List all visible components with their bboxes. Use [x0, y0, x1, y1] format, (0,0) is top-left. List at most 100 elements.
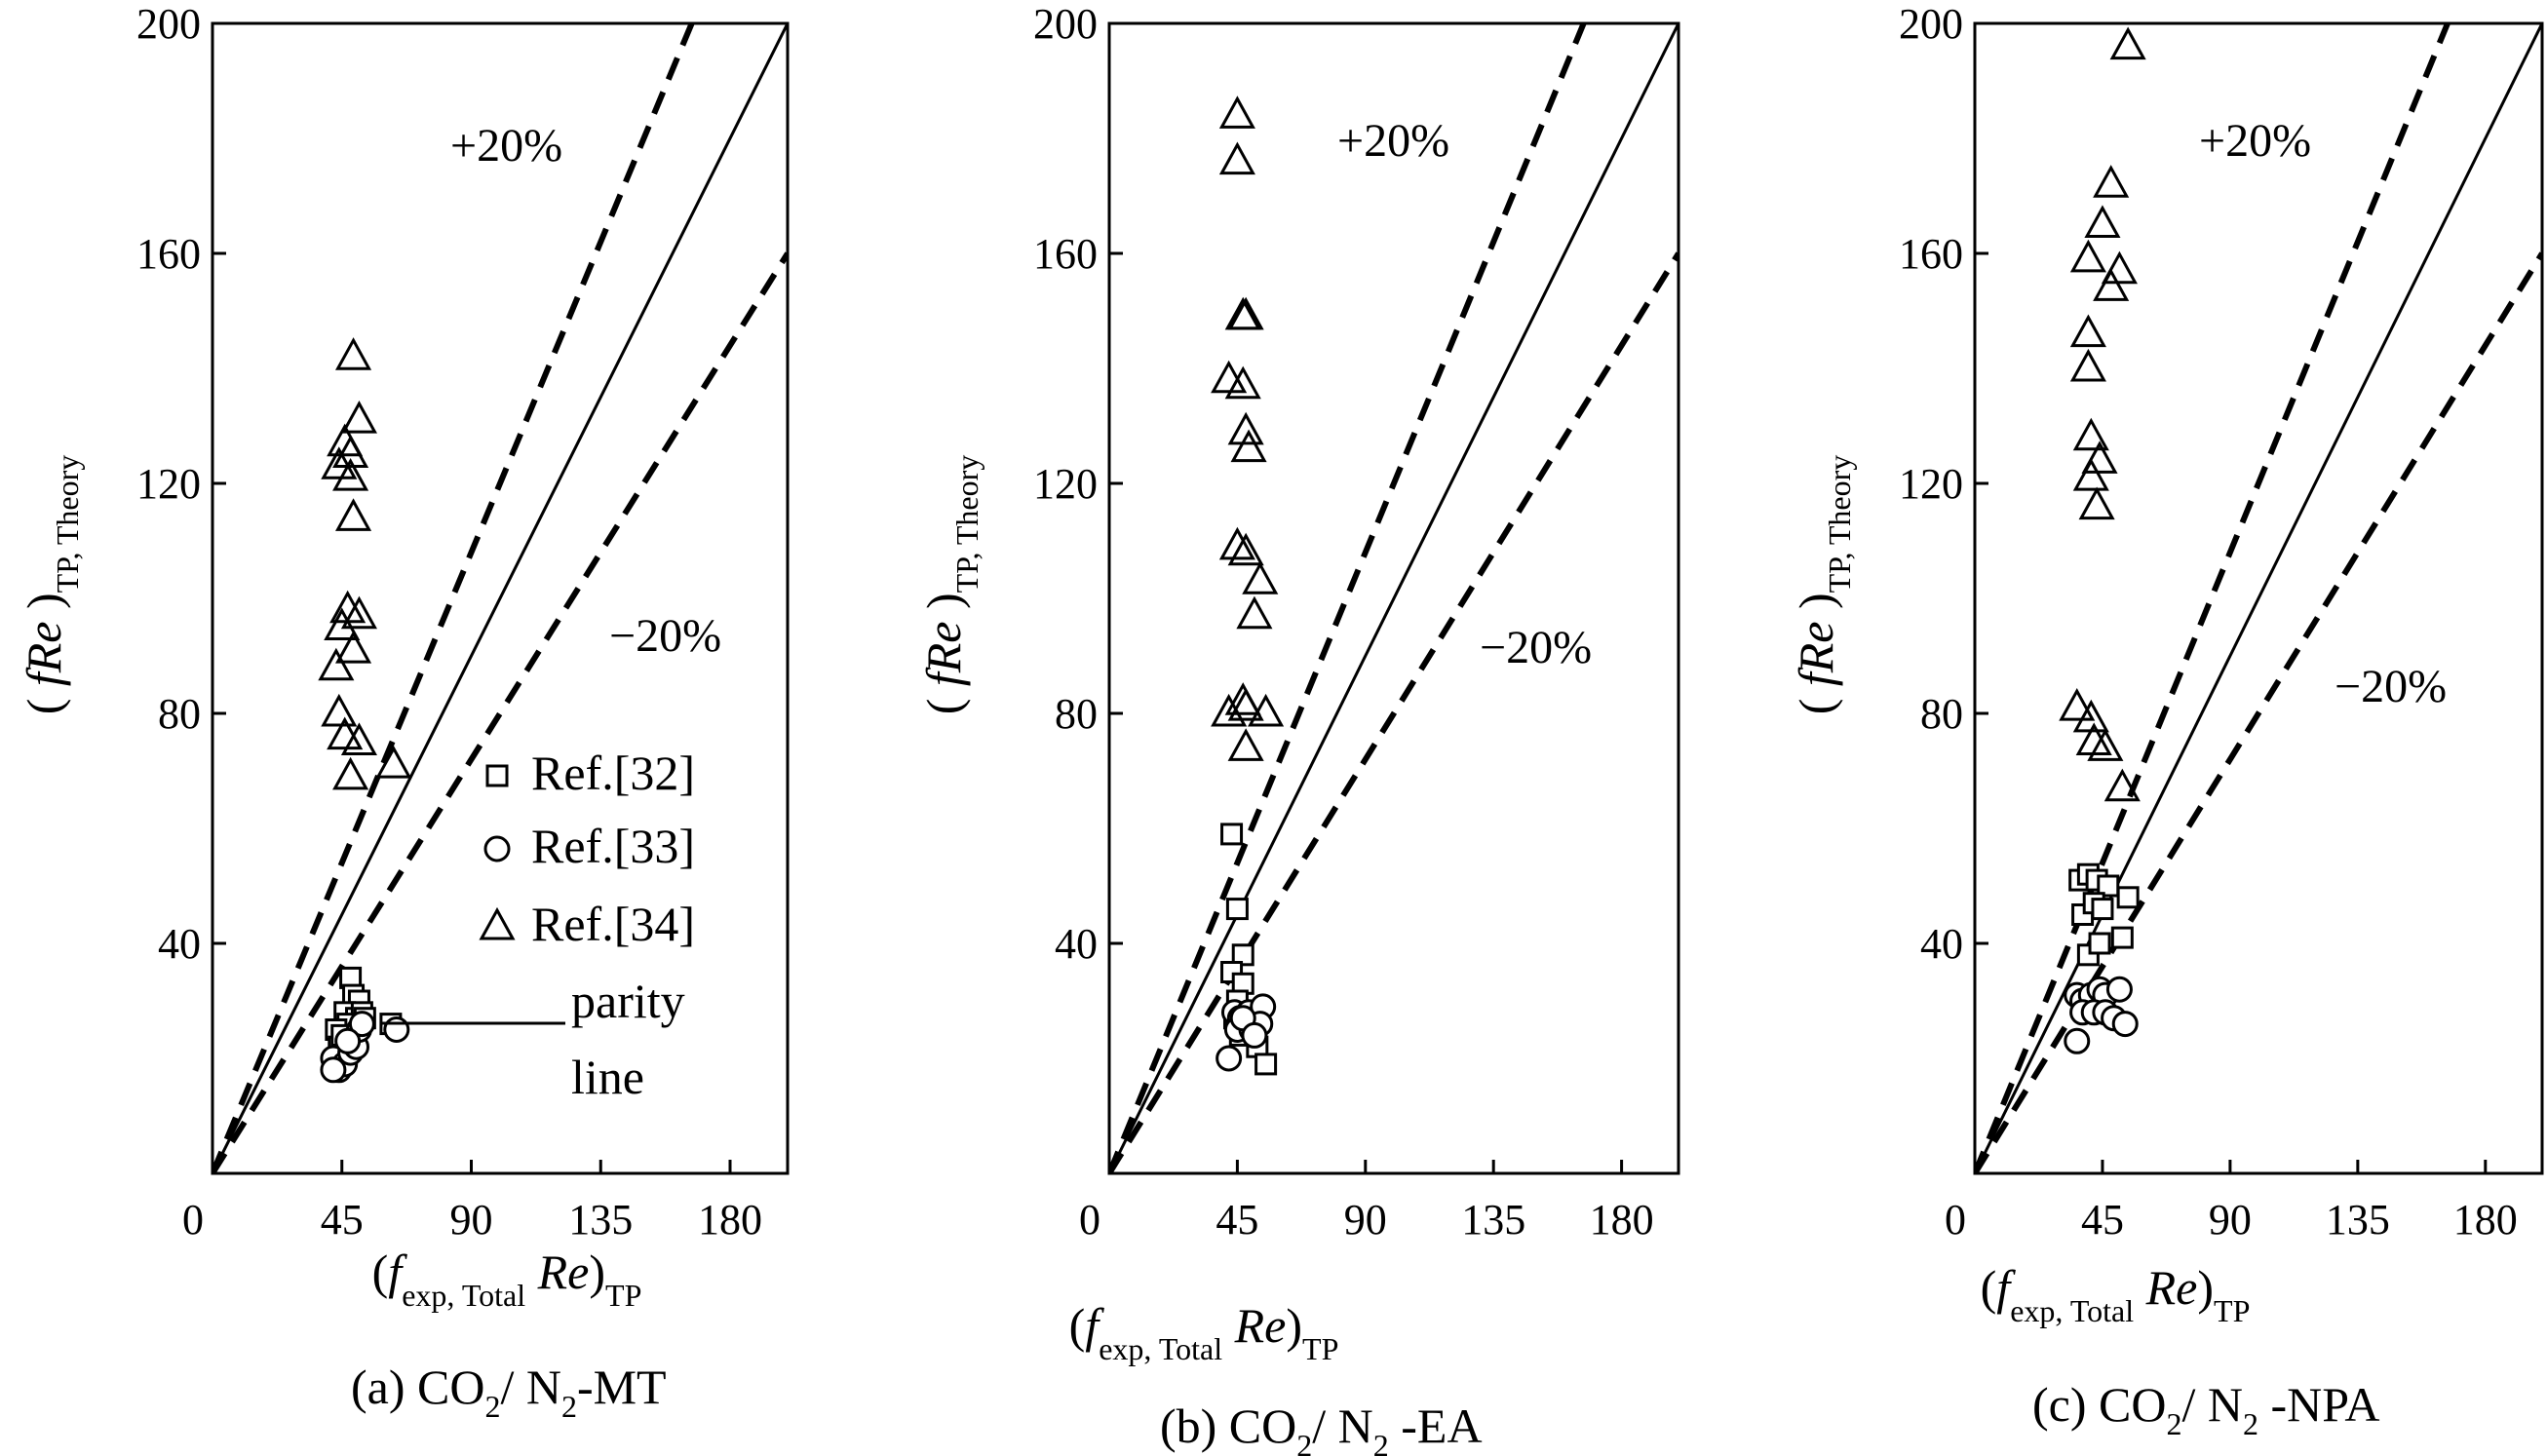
y-tick-label: 120 [1899, 460, 1963, 508]
x-tick-label: 135 [1461, 1196, 1525, 1244]
triangle-point [1248, 693, 1285, 727]
y-tick-label: 160 [1899, 230, 1963, 278]
x-tick-label: 180 [698, 1196, 762, 1244]
triangle-point [332, 457, 369, 491]
legend-marker-square [485, 764, 509, 787]
panel-a: 0 45 90 135 180 40 80 120 160 200 +20% −20% Ref.[32]… [17, 0, 790, 1424]
triangle-point [318, 647, 355, 681]
circle-point [2111, 1011, 2139, 1038]
y-tick-label: 200 [1033, 0, 1098, 48]
triangle-point [335, 630, 372, 664]
triangle-point [2069, 314, 2106, 348]
triangle-point [1224, 296, 1261, 330]
triangle-point [324, 607, 361, 640]
square-point [1225, 898, 1249, 921]
triangle-point [1227, 411, 1264, 445]
triangle-point [321, 693, 358, 727]
triangle-point [1218, 141, 1255, 175]
parity-line [1109, 23, 1679, 1173]
triangle-point [1224, 682, 1261, 715]
triangle-point [1218, 526, 1255, 560]
triangle-point [375, 745, 412, 779]
series-ref-34- [1211, 96, 1285, 761]
square-point [1254, 1053, 1278, 1076]
circle-point [348, 1011, 375, 1038]
circle-point [334, 1027, 362, 1054]
circle-point [320, 1056, 347, 1084]
reference-lines [1109, 23, 1679, 1173]
series-ref-33- [2064, 976, 2139, 1054]
circle-point [1241, 1021, 1268, 1049]
x-tick-label: 45 [1216, 1196, 1258, 1244]
triangle-point [2072, 457, 2109, 491]
triangle-point [1227, 687, 1264, 721]
triangle-point [2069, 348, 2106, 382]
panel-caption: (b) CO2/ N2 -EA [1160, 1399, 1483, 1456]
square-point [2116, 886, 2140, 909]
legend-label: Ref.[33] [531, 819, 695, 873]
series-ref-34- [2059, 26, 2146, 802]
triangle-point [1224, 365, 1261, 400]
y-tick-label: 120 [136, 460, 201, 508]
triangle-point [1227, 532, 1264, 566]
triangle-point [1236, 595, 1273, 630]
triangle-point [327, 716, 364, 750]
triangle-point [321, 446, 358, 479]
x-axis-label: (fexp, Total Re)TP [1981, 1260, 2251, 1328]
legend-label: Ref.[32] [531, 746, 695, 800]
square-point [2110, 926, 2134, 949]
y-axis-label: ( fRe )TP, Theory [1789, 455, 1857, 715]
x-tick-label: 135 [2326, 1196, 2390, 1244]
triangle-point [2078, 486, 2115, 520]
triangle-point [2072, 417, 2109, 451]
series-ref-32- [2068, 862, 2140, 967]
x-axis-label: (fexp, Total Re)TP [1069, 1298, 1339, 1366]
triangle-point [2087, 728, 2124, 761]
minus-20-line [1109, 251, 1679, 1173]
plus-20-line [1109, 23, 1587, 1173]
plus-20-label: +20% [450, 120, 562, 172]
y-tick-label: 160 [136, 230, 201, 278]
reference-lines [1975, 23, 2542, 1173]
y-tick-label: 80 [158, 690, 201, 738]
triangle-point [2081, 441, 2118, 474]
triangle-point [2093, 165, 2130, 198]
y-tick-label: 80 [1055, 690, 1098, 738]
reference-lines [212, 23, 788, 1173]
legend-marker-triangle [479, 906, 516, 940]
plus-20-label: +20% [1337, 115, 1449, 167]
triangle-point [1211, 360, 1248, 394]
y-tick-label: 160 [1033, 230, 1098, 278]
x-tick-label: 45 [321, 1196, 364, 1244]
x-tick-label: 0 [182, 1196, 204, 1244]
y-tick-label: 200 [1899, 0, 1963, 48]
series-ref-34- [318, 337, 412, 790]
triangle-point [2101, 250, 2138, 285]
x-tick-label: 135 [568, 1196, 633, 1244]
y-axis-label: ( fRe )TP, Theory [916, 455, 984, 715]
panel-b: 0 45 90 135 180 40 80 120 160 200 +20% −20% (fexp, T… [916, 0, 1680, 1456]
triangle-point [1211, 693, 1248, 727]
square-point [2088, 932, 2111, 955]
triangle-point [332, 756, 369, 790]
panel-caption: (a) CO2/ N2-MT [351, 1360, 667, 1424]
triangle-point [332, 435, 369, 468]
circle-point [383, 1016, 410, 1043]
triangle-point [1218, 96, 1255, 129]
x-tick-label: 90 [2209, 1196, 2252, 1244]
y-tick-label: 80 [1920, 690, 1963, 738]
x-tick-label: 0 [1079, 1196, 1100, 1244]
square-point [1231, 943, 1254, 967]
x-tick-label: 90 [1344, 1196, 1387, 1244]
x-tick-label: 0 [1945, 1196, 1966, 1244]
triangle-point [2103, 768, 2141, 802]
triangle-point [2084, 205, 2121, 238]
minus-20-line [1975, 251, 2542, 1173]
plus-20-label: +20% [2199, 115, 2311, 167]
parity-line [1975, 23, 2542, 1173]
circle-point [2064, 1027, 2091, 1054]
legend-marker-circle [483, 835, 511, 862]
square-point [2091, 898, 2114, 921]
triangle-point [2109, 26, 2146, 60]
